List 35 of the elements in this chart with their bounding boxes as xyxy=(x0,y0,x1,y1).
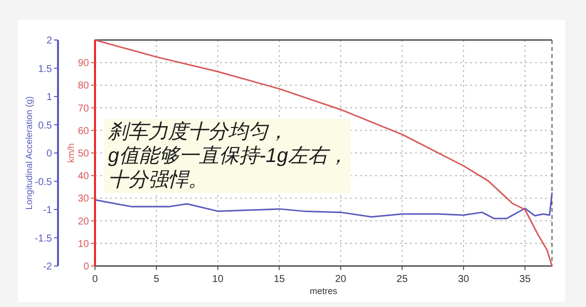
y2-axis-title: km/h xyxy=(66,143,76,163)
x-tick-label: 10 xyxy=(212,274,224,285)
y-tick-label: 1.5 xyxy=(38,64,52,75)
y-tick-label: 2 xyxy=(46,36,52,46)
y2-tick-label: 40 xyxy=(78,171,90,182)
y2-tick-label: 20 xyxy=(78,216,90,228)
y2-tick-label: 50 xyxy=(78,148,90,160)
y-axis-title: Longitudinal Acceleration (g) xyxy=(24,96,34,210)
line-series xyxy=(94,39,553,267)
x-axis-title: metres xyxy=(310,286,338,296)
y-tick-label: -0.5 xyxy=(34,176,52,188)
y2-tick-label: 10 xyxy=(78,238,90,250)
annotation: 刹车力度十分均匀， xyxy=(107,121,288,143)
y-tick-label: -1.5 xyxy=(34,233,52,244)
y2-tick-label: 80 xyxy=(78,80,90,92)
y-tick-label: -2 xyxy=(43,262,52,272)
x-tick-label: 30 xyxy=(458,274,470,285)
y2-tick-label: 70 xyxy=(78,103,90,114)
x-tick-label: 25 xyxy=(396,274,408,285)
x-tick-label: 15 xyxy=(274,274,286,285)
y2-tick-label: 60 xyxy=(78,126,90,137)
x-tick-label: 0 xyxy=(92,274,98,285)
annotation: g值能够一直保持-1g左右， xyxy=(108,145,348,167)
y2-tick-label: 90 xyxy=(78,58,90,70)
x-tick-label: 20 xyxy=(335,274,347,285)
x-tick-label: 5 xyxy=(154,274,160,285)
y-tick-label: 0.5 xyxy=(38,120,52,132)
y2-tick-label: 30 xyxy=(78,194,90,205)
y-tick-label: 1 xyxy=(46,92,52,103)
y-tick-label: -1 xyxy=(43,205,52,216)
annotation: 十分强悍。 xyxy=(108,169,208,191)
y2-tick-label: 0 xyxy=(83,262,90,272)
line-series xyxy=(94,192,553,220)
x-tick-label: 35 xyxy=(519,274,531,285)
y-tick-label: 0 xyxy=(46,148,52,160)
